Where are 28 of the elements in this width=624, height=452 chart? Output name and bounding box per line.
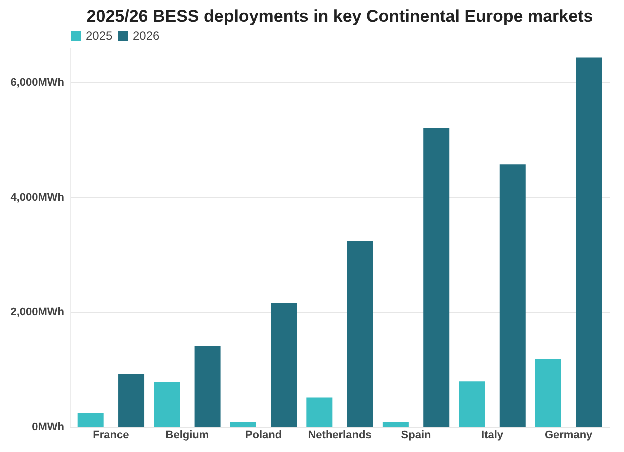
bar [271, 302, 298, 427]
y-tick-label: 4,000MWh [10, 192, 65, 204]
x-tick-label: Germany [544, 430, 594, 442]
bar [347, 242, 374, 427]
bar [118, 374, 145, 427]
bar [576, 58, 602, 427]
bar [424, 128, 450, 427]
y-tick-label: 0MWh [32, 422, 65, 434]
bar [78, 413, 104, 427]
x-tick-label: Netherlands [308, 430, 372, 442]
bar [535, 359, 562, 427]
legend-label: 2026 [133, 29, 160, 43]
bar [306, 398, 333, 427]
x-tick-label: Spain [401, 430, 432, 442]
bar [382, 422, 409, 427]
bar [194, 346, 221, 427]
x-tick-label: Italy [482, 430, 504, 442]
legend-label: 2025 [86, 29, 114, 43]
bar [500, 164, 526, 427]
chart-title: 2025/26 BESS deployments in key Continental Europe markets [86, 7, 594, 26]
x-tick-label: Poland [245, 430, 282, 442]
bar [459, 382, 486, 427]
x-tick-label: France [93, 430, 130, 442]
bar [154, 382, 180, 427]
x-tick-label: Belgium [166, 430, 210, 442]
y-tick-label: 2,000MWh [10, 306, 65, 319]
bar [230, 422, 256, 427]
y-tick-label: 6,000MWh [10, 76, 65, 89]
